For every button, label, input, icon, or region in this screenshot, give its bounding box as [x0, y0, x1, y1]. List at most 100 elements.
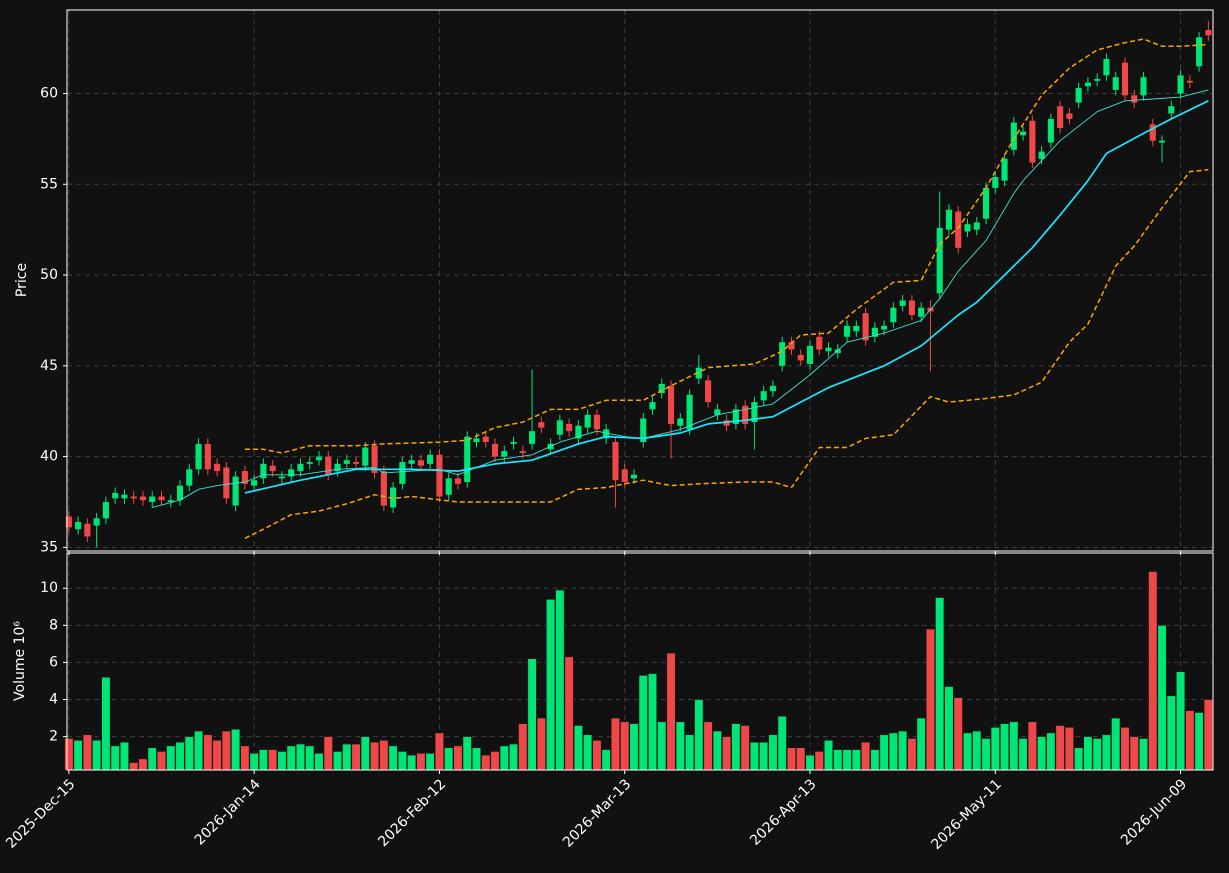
- volume-bar: [129, 762, 139, 771]
- volume-bar: [425, 753, 435, 771]
- volume-bar: [944, 686, 954, 771]
- candle-body: [139, 496, 147, 501]
- candle-body: [834, 349, 841, 354]
- candle-body: [936, 227, 943, 294]
- volume-bar: [147, 747, 157, 771]
- volume-bar: [314, 753, 324, 771]
- volume-bar: [231, 728, 241, 771]
- volume-bar: [796, 747, 806, 771]
- candle-body: [1121, 62, 1129, 96]
- volume-bar: [258, 749, 268, 771]
- candle-body: [158, 496, 165, 501]
- candle-body: [751, 402, 758, 423]
- y-tick-label: 35: [40, 539, 58, 555]
- candle-body: [862, 313, 869, 341]
- volume-bar: [407, 754, 417, 771]
- candle-body: [482, 436, 489, 443]
- candle-body: [575, 425, 582, 439]
- candle-body: [325, 456, 332, 475]
- candle-body: [417, 460, 424, 466]
- candle-body: [973, 222, 980, 230]
- volume-bar: [64, 738, 74, 771]
- candle-body: [112, 492, 119, 499]
- volume-bar: [610, 717, 621, 771]
- candle-body: [427, 454, 434, 464]
- candle-body: [982, 187, 990, 219]
- candle-body: [908, 300, 915, 315]
- candle-body: [612, 442, 619, 481]
- volume-bar: [462, 736, 472, 771]
- candle-body: [445, 478, 452, 495]
- candle-body: [176, 485, 184, 501]
- volume-bar: [601, 749, 611, 771]
- candle-body: [1168, 106, 1175, 114]
- candle-body: [603, 429, 610, 439]
- candle-body: [464, 436, 471, 483]
- candle-body: [621, 469, 628, 483]
- candle-body: [241, 471, 248, 484]
- volume-bar: [675, 721, 685, 771]
- volume-bar: [786, 747, 797, 771]
- volume-bar: [749, 741, 759, 771]
- candle-body: [667, 385, 675, 424]
- candle-body: [853, 325, 860, 332]
- volume-bar: [805, 754, 815, 771]
- candle-body: [593, 414, 600, 430]
- volume-bar: [1129, 736, 1139, 771]
- volume-bar: [1194, 712, 1204, 771]
- candle-body: [93, 518, 100, 526]
- volume-bar: [981, 738, 991, 771]
- volume-bar: [1046, 732, 1056, 771]
- candle-body: [195, 443, 202, 470]
- volume-bar: [518, 723, 528, 771]
- candle-body: [816, 336, 823, 350]
- candle-body: [214, 463, 221, 472]
- volume-bar: [1138, 738, 1149, 771]
- volume-bar: [360, 736, 370, 771]
- volume-bar: [295, 743, 306, 771]
- volume-bar: [573, 725, 583, 771]
- candle-body: [529, 431, 536, 444]
- volume-bar: [870, 749, 880, 771]
- volume-bar: [703, 721, 713, 771]
- volume-bar: [546, 599, 556, 771]
- candle-body: [1103, 59, 1110, 76]
- candle-body: [992, 177, 999, 188]
- volume-bar: [685, 734, 695, 771]
- overlay-line: [244, 38, 1209, 454]
- candle-body: [380, 471, 387, 506]
- y-axis-label: Volume 10⁶: [12, 621, 28, 701]
- volume-bar: [972, 730, 982, 771]
- volume-bar: [277, 751, 287, 771]
- candle-body: [1112, 77, 1119, 90]
- y-tick-label: 10: [40, 580, 58, 596]
- candle-body: [84, 523, 91, 537]
- y-tick-label: 40: [40, 449, 58, 465]
- volume-bar: [416, 753, 426, 771]
- candle-body: [1075, 88, 1082, 103]
- candle-body: [1084, 82, 1091, 87]
- volume-bar: [990, 727, 1000, 771]
- candle-body: [269, 465, 276, 472]
- volume-bar: [323, 736, 333, 771]
- volume-bar: [962, 732, 973, 771]
- volume-bar: [305, 745, 315, 771]
- volume-bar: [388, 745, 398, 771]
- volume-bar: [1027, 721, 1037, 771]
- candle-body: [1196, 37, 1203, 67]
- candle-body: [288, 469, 295, 477]
- candle-body: [343, 460, 350, 464]
- volume-bar: [1120, 727, 1130, 771]
- candle-body: [390, 487, 397, 508]
- volume-bar: [1203, 699, 1213, 771]
- volume-bar: [527, 658, 537, 771]
- volume-bar: [82, 734, 92, 771]
- candle-body: [1140, 77, 1147, 96]
- candle-body: [232, 476, 239, 506]
- candle-body: [65, 516, 72, 528]
- volume-bar: [1166, 695, 1176, 771]
- candle-body: [705, 380, 712, 403]
- candle-body: [306, 462, 313, 464]
- candle-body: [1131, 95, 1138, 103]
- volume-bar: [434, 732, 444, 771]
